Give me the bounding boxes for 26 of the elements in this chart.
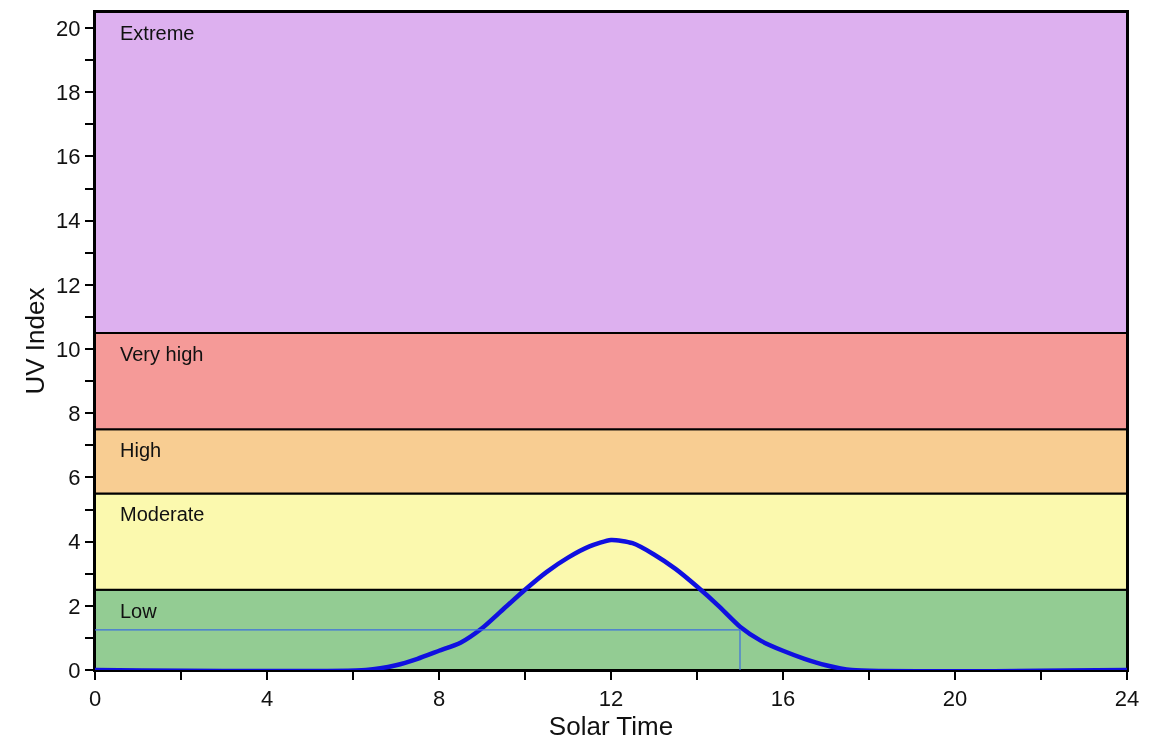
y-tick-label: 4 bbox=[68, 529, 81, 555]
y-tick-label: 12 bbox=[56, 272, 81, 298]
y-axis-title: UV Index bbox=[20, 287, 51, 395]
band-label: Very high bbox=[120, 343, 204, 365]
x-tick-label: 12 bbox=[598, 686, 624, 712]
y-tick-label: 2 bbox=[68, 593, 81, 619]
x-tick-label: 16 bbox=[770, 686, 796, 712]
band-label: High bbox=[120, 439, 162, 461]
x-axis-title: Solar Time bbox=[548, 711, 674, 742]
x-tick-label: 8 bbox=[432, 686, 446, 712]
y-tick-label: 10 bbox=[56, 336, 81, 362]
y-tick-label: 6 bbox=[68, 465, 81, 491]
x-tick-label: 0 bbox=[88, 686, 102, 712]
band-label: Low bbox=[120, 600, 158, 622]
y-tick-label: 14 bbox=[56, 208, 81, 234]
band-label: Moderate bbox=[120, 503, 205, 525]
x-tick-label: 20 bbox=[942, 686, 968, 712]
y-tick-label: 0 bbox=[68, 657, 81, 683]
y-tick-label: 8 bbox=[68, 400, 81, 426]
y-tick-label: 20 bbox=[56, 15, 81, 41]
line-series bbox=[95, 537, 1127, 670]
y-tick-label: 16 bbox=[56, 144, 81, 170]
x-tick-label: 24 bbox=[1114, 686, 1140, 712]
y-tick-label: 18 bbox=[56, 79, 81, 105]
band-label: Extreme bbox=[120, 22, 195, 44]
x-tick-label: 4 bbox=[260, 686, 274, 712]
